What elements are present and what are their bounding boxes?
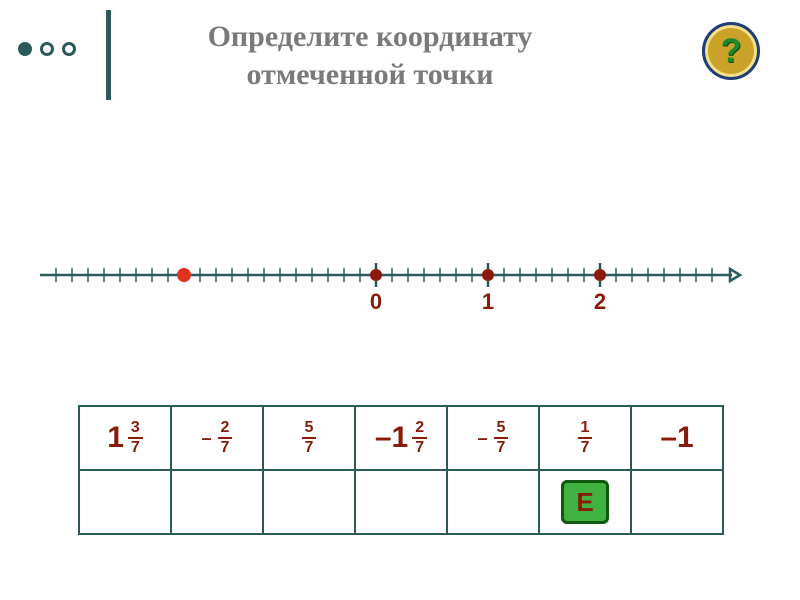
dot-2: [40, 42, 54, 56]
answer-option-2[interactable]: 57: [263, 406, 355, 470]
whole-part: 1: [107, 421, 124, 455]
dot-3: [62, 42, 76, 56]
marked-point: [177, 268, 191, 282]
answer-letters-row: E: [79, 470, 723, 534]
answer-option-3[interactable]: –127: [355, 406, 447, 470]
whole-part: –1: [375, 421, 408, 455]
minus-sign: –: [478, 428, 488, 449]
whole-part: –1: [660, 421, 693, 455]
answer-option-0[interactable]: 137: [79, 406, 171, 470]
fraction: 37: [128, 420, 143, 456]
answer-slot-6[interactable]: [631, 470, 723, 534]
fraction: 57: [494, 420, 509, 456]
axis-label-0: 0: [370, 289, 382, 314]
answer-table: 137–2757–127–5717–1 E: [78, 405, 724, 535]
question-mark-icon: ?: [721, 32, 742, 71]
dot-1: [18, 42, 32, 56]
fraction: 27: [412, 420, 427, 456]
help-button[interactable]: ?: [702, 22, 760, 80]
answer-slot-3[interactable]: [355, 470, 447, 534]
fraction: 27: [218, 420, 233, 456]
answer-slot-2[interactable]: [263, 470, 355, 534]
answer-slot-1[interactable]: [171, 470, 263, 534]
number-line-svg: 0 1 2: [40, 245, 760, 335]
letter-tile-E: E: [561, 480, 609, 524]
answer-slot-5[interactable]: E: [539, 470, 631, 534]
slide-progress-dots: [18, 42, 76, 56]
answer-option-6[interactable]: –1: [631, 406, 723, 470]
answer-options-row: 137–2757–127–5717–1: [79, 406, 723, 470]
slide-title: Определите координату отмеченной точки: [155, 18, 585, 93]
answer-slot-4[interactable]: [447, 470, 539, 534]
answer-slot-0[interactable]: [79, 470, 171, 534]
minus-sign: –: [202, 428, 212, 449]
answer-option-5[interactable]: 17: [539, 406, 631, 470]
fraction: 17: [578, 420, 593, 456]
axis-label-2: 2: [594, 289, 606, 314]
axis-label-1: 1: [482, 289, 494, 314]
title-divider: [106, 10, 111, 100]
answer-option-1[interactable]: –27: [171, 406, 263, 470]
answer-option-4[interactable]: –57: [447, 406, 539, 470]
number-line: 0 1 2: [40, 245, 760, 335]
fraction: 57: [302, 420, 317, 456]
